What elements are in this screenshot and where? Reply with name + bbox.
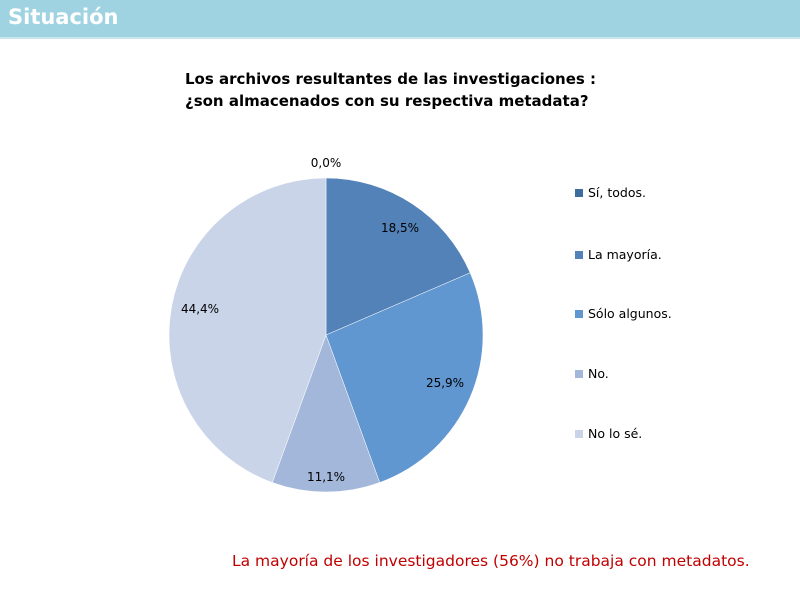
legend-swatch [575,309,583,318]
legend-label: No lo sé. [588,426,643,441]
chart-title-line-2: ¿son almacenados con su respectiva metad… [185,92,589,110]
conclusion-text: La mayoría de los investigadores (56%) n… [232,552,750,570]
legend-item-la-mayoria: La mayoría. [575,247,662,262]
pie-slice-3 [271,334,381,493]
legend-item-no: No. [575,366,609,381]
legend-label: No. [588,366,609,381]
legend-item-no-lo-se: No lo sé. [575,426,642,441]
legend-swatch [575,369,583,378]
slide-title: Situación [8,5,119,29]
legend-item-solo-algunos: Sólo algunos. [575,306,672,321]
legend-swatch [575,429,583,438]
slide-header: Situación [0,0,800,39]
legend-label: Sí, todos. [588,185,646,200]
data-label-4: 44,4% [181,302,219,316]
pie-slice-2 [325,272,484,483]
legend-swatch [575,250,583,259]
pie-slice-4 [168,177,327,483]
legend-label: La mayoría. [588,247,662,262]
data-label-2: 25,9% [426,376,464,390]
data-label-0: 0,0% [311,156,342,170]
data-label-3: 11,1% [307,470,345,484]
data-label-1: 18,5% [381,221,419,235]
legend-label: Sólo algunos. [588,306,672,321]
legend-swatch [575,188,583,197]
chart-title-line-1: Los archivos resultantes de las investig… [185,70,597,88]
pie-slice-1 [325,177,471,336]
legend-item-si-todos: Sí, todos. [575,185,646,200]
chart-title: Los archivos resultantes de las investig… [185,68,596,112]
